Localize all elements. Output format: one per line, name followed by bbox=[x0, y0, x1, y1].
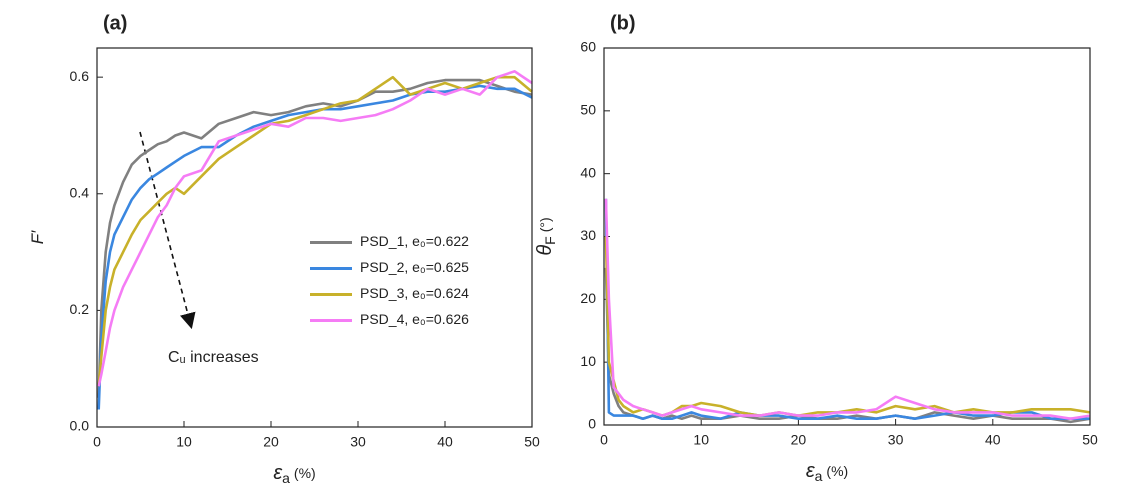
x-tick-label: 20 bbox=[791, 432, 807, 448]
plot-frame bbox=[96, 47, 533, 428]
x-tick-label: 10 bbox=[176, 434, 192, 450]
panel-title: (a) bbox=[103, 12, 127, 34]
y-tick-label: 0.4 bbox=[70, 184, 90, 200]
x-tick-label: 30 bbox=[888, 432, 904, 448]
legend-label: PSD_2, e₀=0.625 bbox=[360, 259, 469, 275]
data-line bbox=[604, 267, 1091, 424]
legend-label: PSD_4, e₀=0.626 bbox=[360, 311, 469, 327]
y-axis-label: F′ bbox=[28, 230, 47, 244]
y-axis-label: θF(°) bbox=[534, 217, 557, 255]
y-tick-label: 20 bbox=[580, 290, 596, 306]
y-tick-label: 0.6 bbox=[70, 68, 90, 84]
y-tick-label: 0 bbox=[588, 416, 596, 432]
data-line bbox=[97, 78, 533, 398]
y-tick-label: 30 bbox=[580, 227, 596, 243]
x-tick-label: 0 bbox=[93, 434, 101, 450]
trend-arrow bbox=[139, 131, 196, 330]
x-tick-label: 50 bbox=[1082, 432, 1098, 448]
y-tick-label: 0.2 bbox=[70, 301, 90, 317]
panel-title: (b) bbox=[610, 12, 636, 34]
plot-frame bbox=[603, 47, 1091, 426]
x-axis-label: εa (%) bbox=[806, 460, 848, 483]
y-tick-label: 60 bbox=[580, 39, 596, 55]
x-tick-label: 10 bbox=[693, 432, 709, 448]
x-axis-label: εa (%) bbox=[273, 462, 315, 485]
x-tick-label: 40 bbox=[437, 434, 453, 450]
x-tick-label: 30 bbox=[350, 434, 366, 450]
data-line bbox=[97, 70, 533, 387]
x-tick-label: 20 bbox=[263, 434, 279, 450]
x-tick-label: 0 bbox=[600, 432, 608, 448]
data-line bbox=[604, 236, 1091, 417]
data-line bbox=[604, 198, 1091, 420]
legend-label: PSD_1, e₀=0.622 bbox=[360, 233, 469, 249]
data-line bbox=[604, 198, 1090, 420]
y-tick-label: 50 bbox=[580, 102, 596, 118]
data-line bbox=[97, 75, 533, 387]
legend-label: PSD_3, e₀=0.624 bbox=[360, 285, 469, 301]
y-tick-label: 10 bbox=[580, 353, 596, 369]
annotation: Cᵤ increases bbox=[168, 349, 259, 366]
y-tick-label: 40 bbox=[580, 164, 596, 180]
x-tick-label: 40 bbox=[985, 432, 1001, 448]
y-tick-label: 0.0 bbox=[70, 418, 90, 434]
x-tick-label: 50 bbox=[524, 434, 540, 450]
